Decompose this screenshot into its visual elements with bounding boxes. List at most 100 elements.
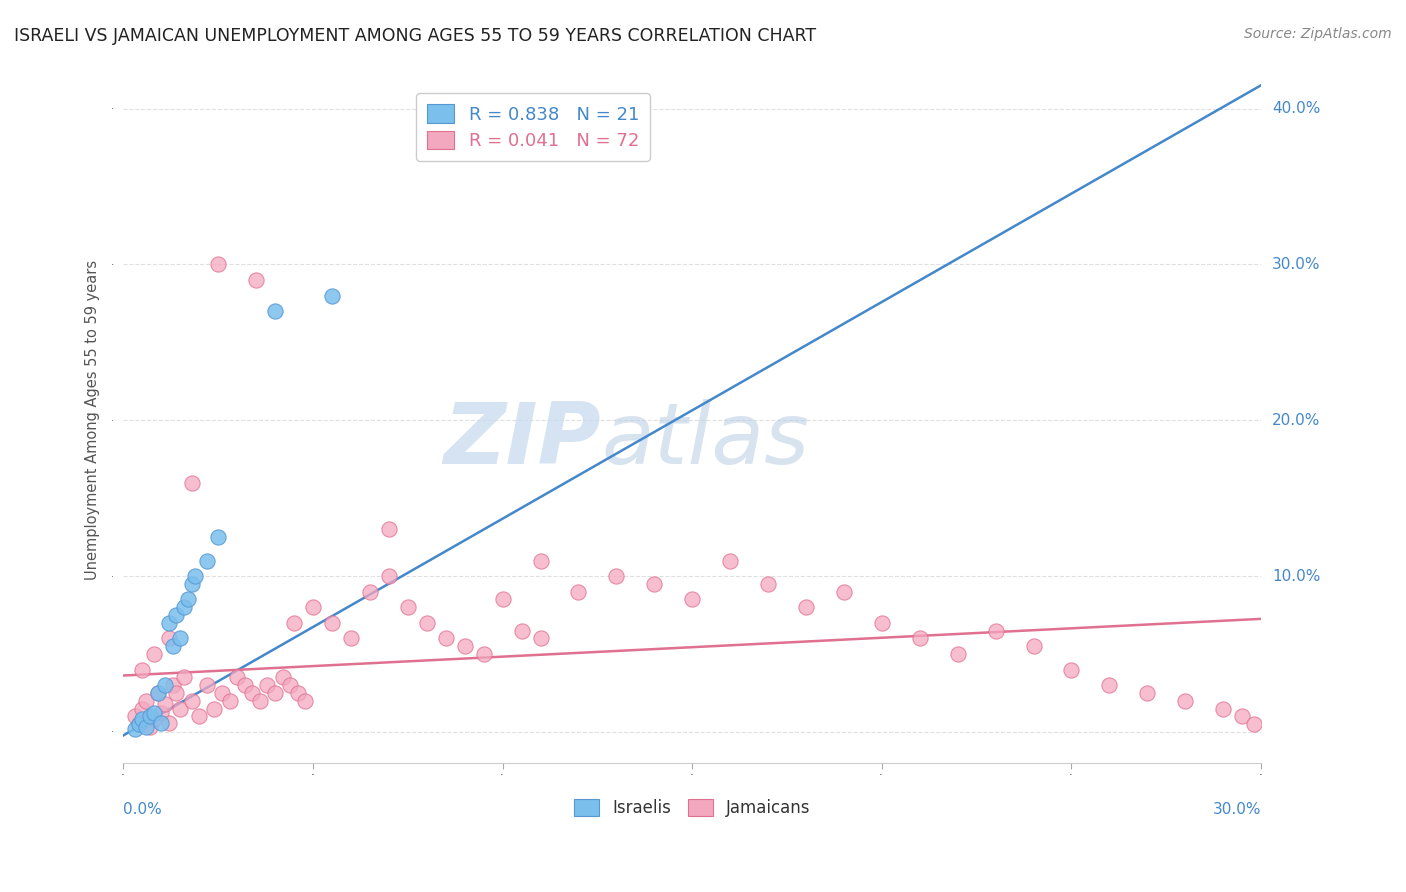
Point [264, 304, 287, 318]
Point [177, 592, 200, 607]
Point [1022, 639, 1045, 653]
Point [396, 600, 419, 615]
Point [124, 722, 146, 736]
Point [139, 720, 162, 734]
Point [162, 678, 184, 692]
Point [135, 694, 157, 708]
Point [378, 569, 401, 583]
Point [157, 715, 180, 730]
Point [794, 600, 817, 615]
Point [1212, 701, 1234, 715]
Point [321, 615, 343, 630]
Point [529, 553, 551, 567]
Point [718, 553, 741, 567]
Point [124, 709, 146, 723]
Point [142, 706, 165, 721]
Point [150, 706, 173, 721]
Point [157, 615, 180, 630]
Point [908, 632, 931, 646]
Point [128, 717, 150, 731]
Point [169, 701, 191, 715]
Point [510, 624, 533, 638]
Point [128, 717, 150, 731]
Y-axis label: Unemployment Among Ages 55 to 59 years: Unemployment Among Ages 55 to 59 years [86, 260, 100, 581]
Text: atlas: atlas [602, 400, 810, 483]
Point [1098, 678, 1121, 692]
Point [491, 592, 513, 607]
Text: 10.0%: 10.0% [1272, 568, 1320, 583]
Point [150, 715, 173, 730]
Point [142, 647, 165, 661]
Point [135, 720, 157, 734]
Point [1136, 686, 1159, 700]
Text: ZIP: ZIP [444, 400, 602, 483]
Point [207, 530, 229, 544]
Point [756, 577, 779, 591]
Point [567, 584, 589, 599]
Text: 0.0%: 0.0% [124, 802, 162, 817]
Point [226, 670, 249, 684]
Point [146, 686, 169, 700]
Point [416, 615, 439, 630]
Point [142, 713, 165, 727]
Point [249, 694, 271, 708]
Point [1230, 709, 1253, 723]
Point [180, 577, 202, 591]
Point [278, 678, 301, 692]
Point [605, 569, 627, 583]
Point [202, 701, 225, 715]
Point [321, 288, 343, 302]
Point [166, 608, 188, 623]
Point [1243, 717, 1265, 731]
Point [180, 694, 202, 708]
Point [153, 678, 176, 692]
Point [529, 632, 551, 646]
Point [294, 694, 316, 708]
Point [870, 615, 893, 630]
Point [454, 639, 477, 653]
Point [240, 686, 263, 700]
Point [245, 273, 267, 287]
Point [946, 647, 969, 661]
Text: 30.0%: 30.0% [1212, 802, 1261, 817]
Point [218, 694, 240, 708]
Point [832, 584, 855, 599]
Point [283, 615, 305, 630]
Point [173, 670, 195, 684]
Point [153, 697, 176, 711]
Point [302, 600, 325, 615]
Point [195, 553, 218, 567]
Point [146, 686, 169, 700]
Point [233, 678, 256, 692]
Point [207, 257, 229, 271]
Point [188, 709, 211, 723]
Point [195, 678, 218, 692]
Point [472, 647, 495, 661]
Point [1060, 663, 1083, 677]
Point [211, 686, 233, 700]
Point [271, 670, 294, 684]
Point [131, 701, 153, 715]
Point [378, 522, 401, 536]
Point [359, 584, 381, 599]
Point [681, 592, 703, 607]
Point [162, 639, 184, 653]
Point [166, 686, 188, 700]
Point [287, 686, 309, 700]
Point [434, 632, 457, 646]
Text: 40.0%: 40.0% [1272, 101, 1320, 116]
Legend: Israelis, Jamaicans: Israelis, Jamaicans [567, 792, 817, 823]
Point [256, 678, 278, 692]
Point [157, 632, 180, 646]
Point [131, 713, 153, 727]
Point [180, 475, 202, 490]
Point [264, 686, 287, 700]
Point [340, 632, 363, 646]
Point [139, 709, 162, 723]
Point [1174, 694, 1197, 708]
Point [173, 600, 195, 615]
Point [984, 624, 1007, 638]
Point [169, 632, 191, 646]
Text: 20.0%: 20.0% [1272, 413, 1320, 428]
Point [184, 569, 207, 583]
